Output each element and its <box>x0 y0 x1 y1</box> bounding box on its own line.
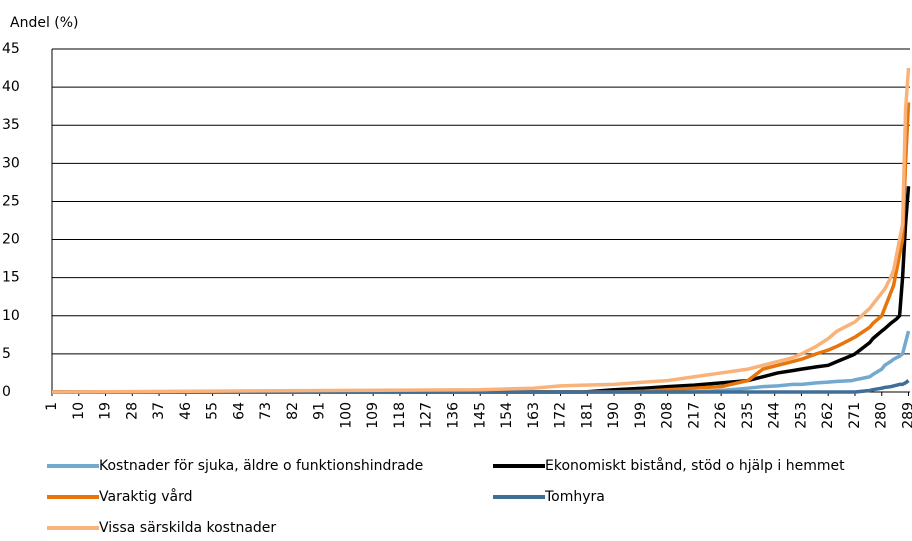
x-tick-label: 55 <box>205 402 221 420</box>
x-tick-label: 271 <box>847 402 863 429</box>
x-tick-label: 73 <box>258 402 274 420</box>
x-tick-label: 64 <box>231 402 247 420</box>
x-tick-label: 82 <box>285 402 301 420</box>
x-tick-label: 289 <box>901 402 912 429</box>
legend-label: Vissa särskilda kostnader <box>99 520 276 536</box>
y-tick-label: 5 <box>2 346 11 362</box>
y-axis-label: Andel (%) <box>10 15 79 31</box>
x-tick-label: 46 <box>178 402 194 420</box>
x-tick-label: 244 <box>767 402 783 429</box>
x-tick-label: 262 <box>820 402 836 429</box>
y-tick-label: 0 <box>2 384 11 400</box>
legend-label: Ekonomiskt bistånd, stöd o hjälp i hemme… <box>545 457 845 474</box>
x-tick-label: 136 <box>445 402 461 429</box>
series-line <box>52 186 911 394</box>
x-tick-label: 181 <box>579 402 595 429</box>
x-tick-label: 199 <box>633 402 649 429</box>
x-tick-label: 154 <box>499 402 515 429</box>
series-line <box>52 102 911 394</box>
x-tick-label: 145 <box>472 402 488 429</box>
x-tick-label: 37 <box>151 402 167 420</box>
y-tick-label: 45 <box>2 41 20 57</box>
x-tick-label: 127 <box>419 402 435 429</box>
x-tick-label: 1 <box>44 402 60 411</box>
x-tick-label: 109 <box>365 402 381 429</box>
x-tick-label: 19 <box>98 402 114 420</box>
legend-label: Tomhyra <box>544 489 605 505</box>
y-tick-label: 15 <box>2 270 20 286</box>
x-tick-label: 190 <box>606 402 622 429</box>
x-tick-label: 280 <box>874 402 890 429</box>
x-tick-label: 253 <box>793 402 809 429</box>
series-line <box>51 67 911 394</box>
x-tick-label: 100 <box>338 402 354 429</box>
y-tick-label: 25 <box>2 193 20 209</box>
y-tick-label: 40 <box>2 79 20 95</box>
y-tick-label: 35 <box>2 117 20 133</box>
y-tick-label: 20 <box>2 232 20 248</box>
x-tick-label: 217 <box>686 402 702 429</box>
x-tick-label: 208 <box>660 402 676 429</box>
x-tick-label: 10 <box>71 402 87 420</box>
legend-label: Kostnader för sjuka, äldre o funktionshi… <box>99 458 423 474</box>
y-tick-label: 30 <box>2 155 20 171</box>
x-tick-label: 28 <box>124 402 140 420</box>
legend-label: Varaktig vård <box>99 488 193 505</box>
series-line <box>52 379 910 394</box>
x-tick-label: 226 <box>713 402 729 429</box>
x-tick-label: 118 <box>392 402 408 429</box>
x-tick-label: 235 <box>740 402 756 429</box>
x-tick-label: 172 <box>553 402 569 429</box>
x-tick-label: 91 <box>312 402 328 420</box>
x-tick-label: 163 <box>526 402 542 429</box>
y-tick-label: 10 <box>2 308 20 324</box>
